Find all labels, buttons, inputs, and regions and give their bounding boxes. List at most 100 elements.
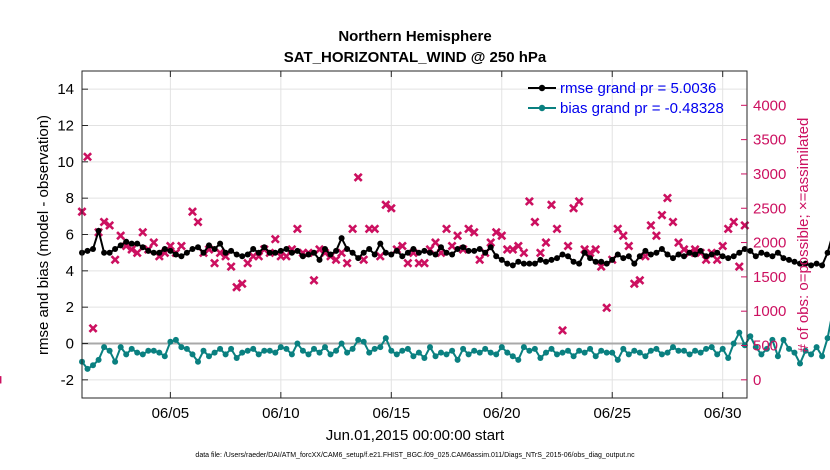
- rmse-point: [576, 260, 583, 267]
- rmse-point: [404, 249, 411, 256]
- rmse-point: [255, 249, 262, 256]
- rmse-point: [813, 260, 820, 267]
- bias-point: [819, 353, 826, 360]
- rmse-point: [211, 246, 218, 252]
- legend-bias-marker: [538, 104, 546, 112]
- bias-point: [288, 351, 295, 358]
- rmse-point: [509, 262, 516, 269]
- obs-marker-stroke: [662, 193, 672, 203]
- obs-marker-stroke: [403, 258, 413, 268]
- obs-marker-stroke: [386, 203, 396, 213]
- obs-marker-stroke: [237, 279, 247, 289]
- bias-point: [377, 344, 384, 351]
- obs-marker-stroke: [430, 238, 441, 248]
- obs-marker-stroke: [591, 244, 601, 254]
- rmse-point: [808, 262, 815, 269]
- y-tick-label: 0: [66, 336, 74, 353]
- rmse-point: [261, 244, 268, 251]
- obs-marker: [569, 203, 579, 213]
- bias-point: [576, 347, 583, 354]
- obs-marker: [386, 203, 396, 213]
- rmse-point: [465, 247, 472, 254]
- bias-point: [134, 349, 141, 356]
- data-file-note: data file: /Users/raeder/DAI/ATM_forcXX/…: [195, 452, 635, 459]
- bias-point: [399, 347, 406, 354]
- bias-point: [415, 349, 422, 356]
- obs-marker: [397, 241, 407, 251]
- obs-marker: [497, 231, 507, 241]
- bias-point: [642, 353, 649, 360]
- obs-marker-stroke: [419, 258, 429, 268]
- bias-point: [421, 355, 428, 361]
- obs-marker: [524, 196, 534, 206]
- obs-marker: [558, 325, 568, 335]
- obs-marker-stroke: [309, 275, 319, 285]
- bias-point: [548, 345, 555, 352]
- rmse-point: [487, 244, 494, 251]
- obs-marker-stroke: [508, 244, 518, 254]
- obs-marker-stroke: [552, 224, 562, 234]
- bias-point: [261, 347, 268, 354]
- obs-marker: [530, 217, 540, 227]
- rmse-point: [620, 255, 627, 262]
- obs-marker-stroke: [734, 262, 744, 272]
- rmse-point: [675, 251, 682, 258]
- rmse-point: [741, 246, 748, 252]
- obs-marker: [226, 262, 236, 272]
- obs-marker: [712, 255, 722, 265]
- x-tick-label: 06/25: [593, 405, 631, 422]
- obs-marker: [88, 323, 98, 333]
- obs-marker-stroke: [690, 244, 700, 254]
- rmse-point: [84, 247, 91, 254]
- rmse-point: [90, 246, 96, 252]
- rmse-point: [520, 260, 527, 267]
- rmse-point: [128, 240, 135, 247]
- rmse-point: [134, 240, 141, 247]
- rmse-point: [736, 249, 743, 256]
- obs-marker-stroke: [447, 241, 457, 251]
- rmse-point: [161, 246, 168, 252]
- obs-marker: [624, 241, 634, 251]
- bias-point: [178, 344, 185, 351]
- bias-point: [570, 353, 577, 360]
- bias-point: [250, 345, 257, 352]
- obs-marker-stroke: [635, 275, 645, 285]
- bias-point: [200, 347, 207, 354]
- bias-point: [487, 349, 494, 356]
- obs-marker: [475, 255, 485, 265]
- obs-marker-stroke: [679, 244, 689, 254]
- rmse-point: [206, 242, 212, 249]
- obs-marker: [668, 217, 678, 227]
- obs-marker-stroke: [105, 220, 115, 230]
- rmse-point: [399, 253, 406, 260]
- obs-marker: [519, 248, 529, 258]
- rmse-point: [708, 251, 715, 258]
- obs-marker: [574, 196, 584, 206]
- obs-marker-stroke: [176, 241, 186, 251]
- rmse-point: [355, 255, 362, 262]
- obs-marker-stroke: [243, 258, 253, 268]
- bias-point: [272, 349, 279, 356]
- bias-point: [725, 355, 732, 361]
- bias-point: [813, 344, 820, 351]
- bias-point: [797, 360, 803, 367]
- rmse-point: [415, 249, 422, 256]
- bias-point: [128, 345, 135, 352]
- obs-marker-stroke: [83, 152, 93, 162]
- rmse-point: [322, 246, 328, 252]
- obs-marker: [679, 244, 689, 254]
- rmse-point: [791, 258, 798, 265]
- bias-point: [559, 349, 566, 356]
- legend-rmse-marker: [538, 84, 546, 92]
- obs-marker-stroke: [651, 231, 661, 241]
- bias-point: [620, 345, 627, 352]
- rmse-point: [703, 253, 710, 260]
- bias-point: [449, 347, 456, 354]
- rmse-point: [609, 256, 616, 263]
- bias-point: [565, 347, 571, 354]
- rmse-point: [150, 249, 157, 256]
- bias-point: [427, 344, 433, 351]
- bias-point: [647, 347, 654, 354]
- obs-marker-stroke: [469, 227, 479, 237]
- obs-marker-stroke: [149, 238, 159, 248]
